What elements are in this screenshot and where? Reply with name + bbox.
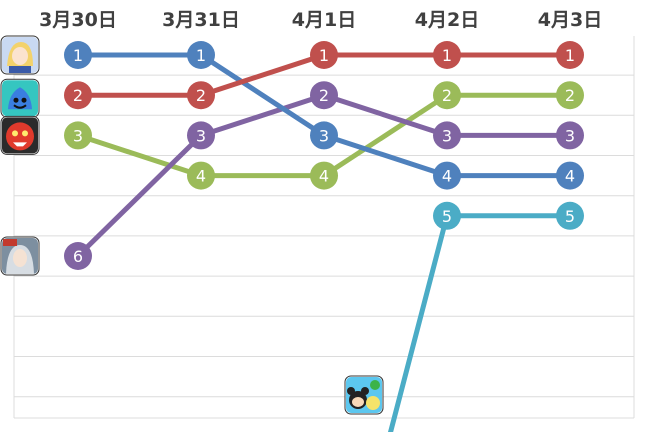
rank-point: [64, 242, 92, 270]
rank-label: 5: [565, 207, 575, 226]
rank-label: 2: [73, 86, 83, 105]
rank-point: [64, 121, 92, 150]
rank-point: [433, 81, 461, 110]
rank-point: [433, 201, 461, 230]
tsum-tsum-app-icon: [344, 375, 384, 415]
rank-label: 5: [442, 207, 452, 226]
rank-label: 6: [73, 247, 83, 266]
rank-label: 1: [442, 46, 452, 65]
blue-slime-app-icon: [0, 78, 40, 118]
series-lines: [75, 52, 573, 432]
rank-point: [556, 161, 584, 190]
x-tick-label: 3月30日: [39, 9, 117, 31]
series-points: 5 5 3 4 4 2 2 6 3 2 3 3 1 1 3 4 4 2 2 1 1 1: [64, 41, 584, 270]
rank-point: [556, 41, 584, 69]
rank-label: 1: [196, 46, 206, 65]
rank-point: [64, 81, 92, 110]
series-line: [387, 213, 573, 432]
rank-point: [556, 81, 584, 110]
rank-point: [187, 121, 215, 150]
rank-label: 1: [565, 46, 575, 65]
red-monster-app-icon: [0, 115, 40, 155]
rank-point: [556, 201, 584, 230]
rank-point: [310, 81, 338, 110]
rank-label: 3: [196, 126, 206, 145]
rank-label: 2: [319, 86, 329, 105]
rank-label: 3: [73, 126, 83, 145]
rank-label: 4: [442, 167, 452, 186]
rank-label: 1: [73, 46, 83, 65]
grid: [13, 36, 635, 419]
x-tick-label: 3月31日: [162, 9, 240, 31]
rank-point: [433, 161, 461, 190]
rank-point: [187, 41, 215, 69]
rank-point: [310, 161, 338, 190]
rank-point: [433, 41, 461, 69]
x-tick-label: 4月1日: [292, 9, 356, 31]
rank-point: [433, 121, 461, 150]
app-icons: [0, 35, 384, 415]
rank-label: 4: [565, 167, 575, 186]
rank-point: [310, 41, 338, 69]
x-tick-label: 4月3日: [538, 9, 602, 31]
rank-point: [556, 121, 584, 150]
silver-hair-girl-app-icon: [0, 236, 40, 276]
x-axis-labels: 3月30日 3月31日 4月1日 4月2日 4月3日: [39, 9, 602, 31]
rank-label: 1: [319, 46, 329, 65]
rank-label: 3: [319, 126, 329, 145]
blonde-anime-girl-app-icon: [0, 35, 40, 75]
rank-point: [187, 81, 215, 110]
x-tick-label: 4月2日: [415, 9, 479, 31]
rank-point: [187, 161, 215, 190]
rank-label: 3: [442, 126, 452, 145]
rank-point: [310, 121, 338, 150]
rank-label: 4: [196, 167, 206, 186]
rank-label: 3: [565, 126, 575, 145]
rank-label: 2: [196, 86, 206, 105]
rank-label: 4: [319, 167, 329, 186]
rank-label: 2: [565, 86, 575, 105]
rank-point: [64, 41, 92, 69]
rank-label: 2: [442, 86, 452, 105]
